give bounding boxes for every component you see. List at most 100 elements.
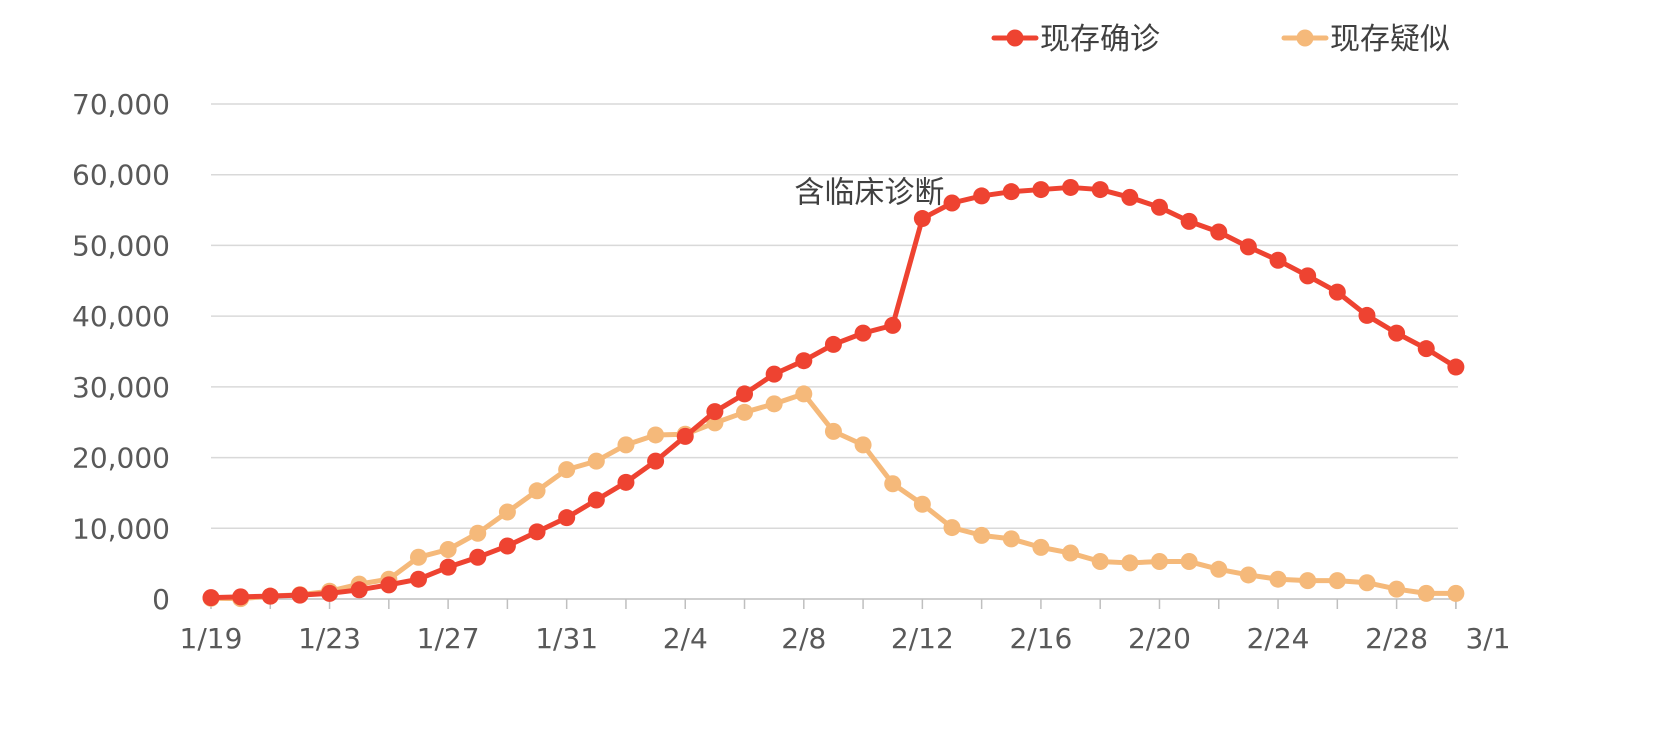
- x-tick-label: 1/27: [417, 622, 480, 655]
- x-tick-label: 1/31: [535, 622, 598, 655]
- data-point: [944, 195, 961, 212]
- data-point: [766, 366, 783, 383]
- data-point: [469, 549, 486, 566]
- y-tick-label: 20,000: [72, 442, 170, 475]
- data-point: [1062, 545, 1079, 562]
- data-point: [1032, 181, 1049, 198]
- data-point: [558, 509, 575, 526]
- data-point: [1388, 325, 1405, 342]
- legend: 现存确诊 现存疑似: [994, 22, 1450, 57]
- data-point: [558, 461, 575, 478]
- y-tick-label: 0: [152, 583, 170, 616]
- data-point: [410, 549, 427, 566]
- data-point: [351, 581, 368, 598]
- data-point: [499, 504, 516, 521]
- data-point: [884, 475, 901, 492]
- data-point: [1418, 585, 1435, 602]
- series-1: [203, 179, 1465, 606]
- data-point: [1003, 183, 1020, 200]
- data-point: [1447, 359, 1464, 376]
- data-point: [588, 492, 605, 509]
- x-tick-label: 3/1: [1465, 622, 1510, 655]
- data-point: [1358, 574, 1375, 591]
- data-point: [914, 496, 931, 513]
- data-point: [232, 588, 249, 605]
- data-point: [647, 426, 664, 443]
- data-point: [1092, 181, 1109, 198]
- data-point: [410, 571, 427, 588]
- data-point: [1299, 572, 1316, 589]
- series-line: [211, 187, 1456, 597]
- data-point: [1388, 581, 1405, 598]
- legend-label: 现存确诊: [1040, 22, 1160, 57]
- grid-lines: [211, 104, 1458, 528]
- annotations: 含临床诊断: [794, 176, 944, 211]
- data-point: [529, 482, 546, 499]
- series-group: [203, 179, 1465, 607]
- data-point: [1270, 571, 1287, 588]
- data-point: [1210, 561, 1227, 578]
- data-point: [469, 525, 486, 542]
- data-point: [1151, 199, 1168, 216]
- data-point: [440, 559, 457, 576]
- x-tick-label: 1/19: [180, 622, 243, 655]
- data-point: [1299, 267, 1316, 284]
- data-point: [944, 519, 961, 536]
- y-tick-label: 10,000: [72, 512, 170, 545]
- x-tick-label: 2/24: [1247, 622, 1310, 655]
- y-tick-label: 50,000: [72, 229, 170, 262]
- data-point: [499, 537, 516, 554]
- series-2: [203, 385, 1465, 607]
- data-point: [677, 428, 694, 445]
- data-point: [855, 436, 872, 453]
- data-point: [766, 395, 783, 412]
- data-point: [1003, 530, 1020, 547]
- data-point: [1032, 539, 1049, 556]
- legend-item-2: 现存疑似: [1284, 22, 1450, 57]
- data-point: [1092, 553, 1109, 570]
- y-tick-label: 30,000: [72, 371, 170, 404]
- data-point: [203, 589, 220, 606]
- data-point: [1151, 553, 1168, 570]
- data-point: [1121, 554, 1138, 571]
- data-point: [1181, 213, 1198, 230]
- data-point: [706, 403, 723, 420]
- data-point: [1447, 585, 1464, 602]
- y-tick-label: 70,000: [72, 88, 170, 121]
- legend-marker: [1007, 30, 1024, 47]
- data-point: [825, 423, 842, 440]
- x-tick-label: 1/23: [298, 622, 361, 655]
- data-point: [1121, 189, 1138, 206]
- x-tick-label: 2/28: [1365, 622, 1428, 655]
- data-point: [1181, 553, 1198, 570]
- data-point: [795, 352, 812, 369]
- data-point: [736, 404, 753, 421]
- x-tick-label: 2/20: [1128, 622, 1191, 655]
- legend-label: 现存疑似: [1330, 22, 1450, 57]
- data-point: [795, 385, 812, 402]
- data-point: [380, 576, 397, 593]
- data-point: [617, 436, 634, 453]
- data-point: [1329, 572, 1346, 589]
- y-axis: 0 10,000 20,000 30,000 40,000 50,000 60,000 70,…: [72, 88, 170, 616]
- x-tick-label: 2/4: [663, 622, 708, 655]
- annotation-label: 含临床诊断: [794, 176, 944, 211]
- data-point: [855, 325, 872, 342]
- data-point: [617, 474, 634, 491]
- data-point: [1240, 566, 1257, 583]
- x-tick-label: 2/12: [891, 622, 954, 655]
- x-tick-label: 2/16: [1009, 622, 1072, 655]
- data-point: [1358, 307, 1375, 324]
- data-point: [825, 336, 842, 353]
- data-point: [262, 588, 279, 605]
- data-point: [736, 385, 753, 402]
- data-point: [1210, 223, 1227, 240]
- data-point: [321, 585, 338, 602]
- data-point: [647, 453, 664, 470]
- y-tick-label: 40,000: [72, 300, 170, 333]
- x-axis: 1/19 1/23 1/27 1/31 2/4 2/8 2/12 2/16 2/20 2/24 2/…: [180, 599, 1511, 655]
- data-point: [1270, 252, 1287, 269]
- data-point: [884, 317, 901, 334]
- data-point: [973, 187, 990, 204]
